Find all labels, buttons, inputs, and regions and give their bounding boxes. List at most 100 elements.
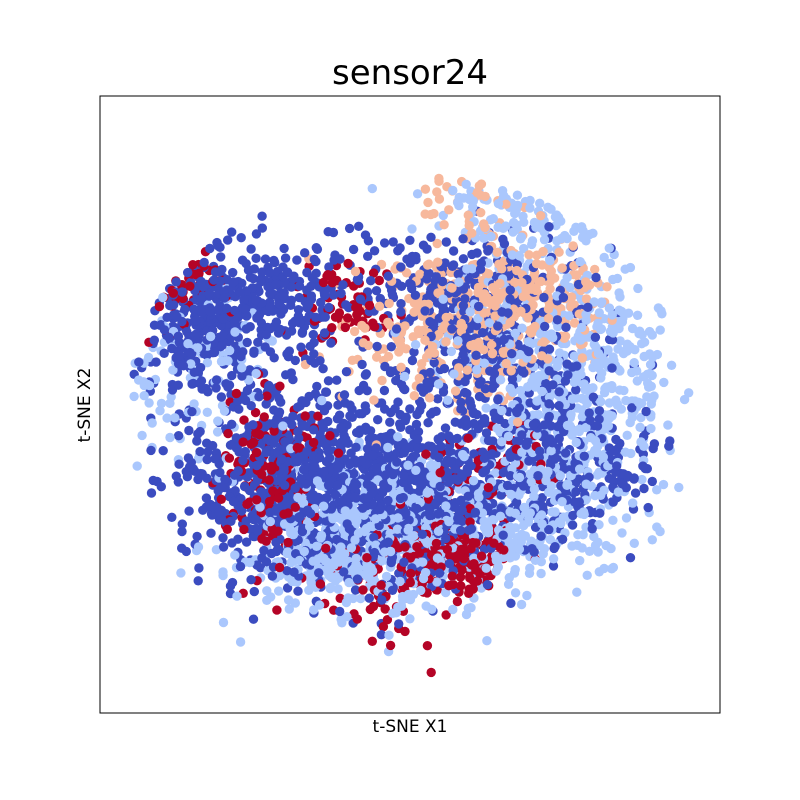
- scatter-point: [581, 294, 592, 304]
- scatter-point: [321, 387, 331, 397]
- scatter-point: [228, 267, 238, 278]
- scatter-point: [336, 288, 346, 299]
- scatter-point: [324, 262, 334, 272]
- scatter-point: [457, 469, 467, 479]
- scatter-point: [502, 480, 513, 491]
- scatter-point: [477, 508, 488, 518]
- scatter-point: [448, 604, 458, 615]
- scatter-point: [250, 407, 261, 418]
- scatter-point: [283, 595, 294, 605]
- scatter-point: [217, 340, 227, 351]
- scatter-point: [239, 294, 249, 305]
- scatter-point: [581, 479, 591, 489]
- scatter-point: [383, 317, 393, 327]
- scatter-point: [564, 311, 574, 321]
- scatter-point: [627, 367, 637, 378]
- scatter-point: [499, 334, 509, 345]
- scatter-point: [328, 290, 339, 300]
- scatter-point: [249, 264, 260, 274]
- scatter-point: [508, 227, 518, 237]
- scatter-point: [415, 269, 425, 279]
- scatter-point: [462, 264, 472, 274]
- scatter-point: [429, 357, 439, 368]
- scatter-point: [313, 554, 323, 564]
- scatter-point: [487, 340, 497, 350]
- scatter-point: [339, 390, 350, 400]
- scatter-point: [472, 187, 483, 198]
- scatter-point: [251, 447, 262, 458]
- scatter-point: [359, 510, 369, 520]
- scatter-point: [399, 371, 410, 382]
- scatter-point: [511, 497, 522, 507]
- scatter-point: [218, 617, 229, 628]
- scatter-point: [655, 325, 665, 335]
- scatter-point: [679, 394, 690, 405]
- scatter-point: [518, 481, 529, 491]
- scatter-point: [156, 398, 167, 409]
- scatter-point: [613, 487, 624, 497]
- scatter-point: [579, 451, 589, 461]
- scatter-point: [139, 391, 149, 401]
- scatter-point: [461, 609, 472, 620]
- scatter-point: [460, 376, 470, 387]
- scatter-point: [229, 305, 240, 316]
- scatter-point: [608, 352, 618, 362]
- scatter-point: [218, 533, 228, 543]
- scatter-point: [426, 667, 436, 678]
- scatter-point: [615, 292, 625, 302]
- scatter-point: [293, 402, 303, 412]
- scatter-point: [302, 267, 312, 278]
- scatter-point: [611, 434, 621, 445]
- scatter-point: [483, 524, 494, 534]
- scatter-point: [499, 239, 510, 249]
- scatter-point: [265, 508, 275, 518]
- scatter-point: [554, 433, 564, 444]
- scatter-point: [483, 269, 494, 279]
- scatter-point: [329, 560, 339, 570]
- scatter-point: [233, 312, 243, 323]
- scatter-point: [572, 270, 582, 280]
- scatter-point: [429, 208, 439, 219]
- scatter-point: [255, 502, 265, 512]
- scatter-point: [434, 194, 445, 204]
- scatter-point: [367, 183, 377, 194]
- scatter-point: [505, 522, 515, 532]
- scatter-point: [382, 434, 392, 445]
- scatter-point: [186, 359, 196, 369]
- scatter-point: [398, 477, 409, 488]
- scatter-point: [184, 506, 194, 516]
- scatter-point: [590, 540, 601, 551]
- scatter-point: [432, 577, 442, 587]
- scatter-point: [193, 542, 204, 552]
- scatter-point: [467, 249, 477, 260]
- scatter-point: [464, 192, 475, 203]
- scatter-point: [462, 365, 472, 375]
- scatter-point: [431, 406, 441, 416]
- scatter-point: [605, 258, 615, 268]
- scatter-point: [598, 452, 608, 462]
- scatter-point: [420, 567, 431, 578]
- scatter-point: [647, 476, 657, 487]
- scatter-point: [352, 574, 363, 584]
- scatter-point: [493, 222, 503, 232]
- scatter-point: [506, 489, 516, 500]
- scatter-point: [594, 406, 605, 416]
- scatter-point: [578, 226, 588, 236]
- scatter-point: [228, 496, 239, 507]
- scatter-point: [582, 570, 592, 580]
- scatter-point: [602, 282, 612, 292]
- scatter-point: [639, 337, 650, 347]
- scatter-point: [224, 453, 235, 463]
- scatter-point: [544, 487, 554, 497]
- scatter-point: [444, 559, 455, 569]
- scatter-point: [643, 378, 653, 388]
- scatter-point: [362, 553, 372, 563]
- scatter-point: [207, 510, 217, 520]
- scatter-point: [463, 433, 473, 443]
- scatter-point: [544, 411, 554, 422]
- scatter-point: [246, 244, 256, 254]
- scatter-point: [334, 308, 345, 318]
- scatter-point: [266, 288, 276, 299]
- scatter-point: [275, 381, 285, 391]
